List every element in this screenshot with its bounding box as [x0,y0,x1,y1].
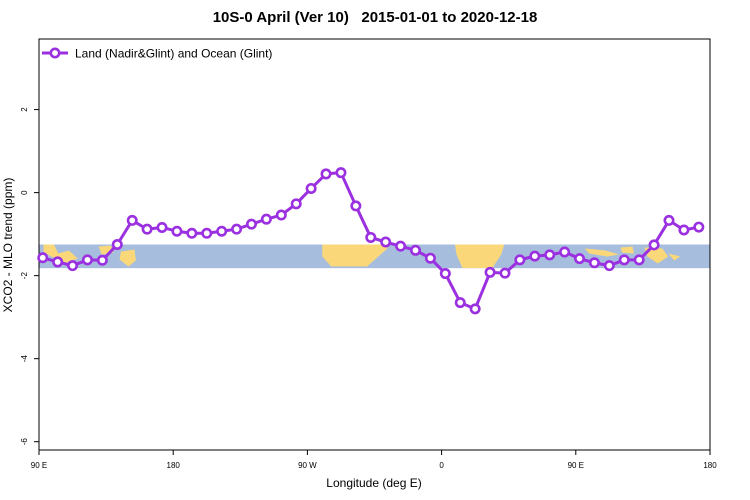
y-tick-label: 0 [20,190,29,195]
plot-frame [38,38,711,451]
data-point [156,221,168,233]
data-point [52,256,64,268]
axes: 90 E 180 90 W 0 90 E 180 -6 -4 -2 0 2 [20,38,717,470]
data-point [618,254,630,266]
data-point [574,253,586,265]
data-point [380,236,392,248]
x-tick-label: 90 E [31,461,47,470]
legend: Land (Nadir&Glint) and Ocean (Glint) [42,47,272,61]
data-point [37,252,49,264]
y-tick-label: -6 [20,438,29,446]
land-mass [584,248,620,257]
y-tick-label: -4 [20,355,29,363]
data-point [141,223,153,235]
data-point [648,239,660,251]
x-tick-label: 180 [167,461,181,470]
data-point [454,297,466,309]
data-point [201,227,213,239]
data-point [693,221,705,233]
x-tick-label: 0 [439,461,444,470]
data-point [350,200,362,212]
data-point [81,254,93,266]
data-point [231,223,243,235]
land-mass [43,244,78,263]
data-point [111,239,123,251]
data-point [603,260,615,272]
data-point [633,254,645,266]
data-point [529,250,541,262]
data-point [424,252,436,264]
background-map-band [39,244,710,269]
data-point [320,168,332,180]
data-point [484,266,496,278]
legend-marker [49,47,61,59]
data-point [275,209,287,221]
data-point [335,167,347,179]
data-point [96,254,108,266]
data-point [260,213,272,225]
data-point [171,225,183,237]
data-point [469,303,481,315]
data-point [305,182,317,194]
x-tick-label: 90 W [298,461,317,470]
data-point [67,260,79,272]
data-point [559,246,571,258]
data-point [678,224,690,236]
land-mass [119,249,136,267]
land-mass [455,244,505,269]
data-point [290,198,302,210]
x-tick-label: 180 [703,461,717,470]
data-point [544,249,556,261]
data-point [588,257,600,269]
data-point [499,267,511,279]
data-point [514,254,526,266]
legend-label: Land (Nadir&Glint) and Ocean (Glint) [75,47,272,61]
data-point [395,240,407,252]
data-point [410,244,422,256]
data-point [663,214,675,226]
land-mass [322,244,390,267]
data-point [216,225,228,237]
y-axis-label: XCO2 - MLO trend (ppm) [1,178,15,313]
chart-title: 10S-0 April (Ver 10) 2015-01-01 to 2020-… [212,9,538,26]
data-point [365,231,377,243]
land-mass [620,246,634,254]
land-mass [668,253,681,261]
y-tick-label: -2 [20,272,29,280]
x-axis-label: Longitude (deg E) [326,476,421,490]
land-mass [644,247,669,264]
series-group [37,167,705,315]
data-point [439,268,451,280]
data-point [126,214,138,226]
data-point [186,227,198,239]
y-tick-label: 2 [20,107,29,112]
x-tick-label: 90 E [568,461,584,470]
data-point [245,218,257,230]
